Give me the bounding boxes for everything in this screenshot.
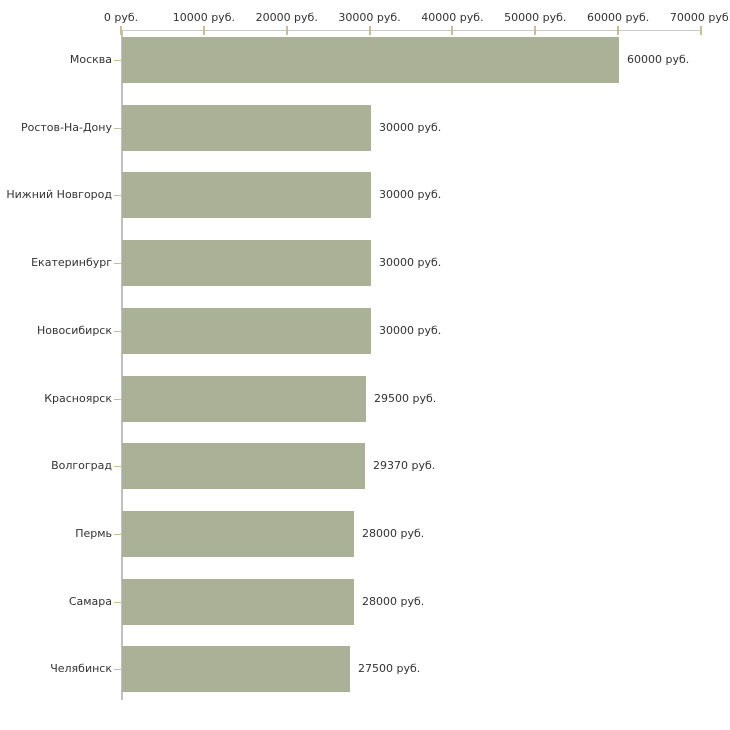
category-label: Екатеринбург (31, 256, 112, 270)
value-label: 30000 руб. (379, 256, 442, 270)
value-label: 30000 руб. (379, 188, 442, 202)
bar (122, 104, 371, 151)
bar (122, 240, 371, 287)
value-label: 30000 руб. (379, 120, 442, 134)
value-label: 28000 руб. (362, 526, 425, 540)
x-axis-tick-label: 10000 руб. (172, 11, 235, 24)
category-label: Пермь (75, 526, 112, 540)
x-axis-tick-label: 60000 руб. (587, 11, 650, 24)
category-label: Самара (68, 594, 112, 608)
x-axis-tick-label: 40000 руб. (421, 11, 484, 24)
x-axis-tick-mark (368, 26, 371, 35)
category-tick-mark (114, 195, 121, 197)
x-axis-tick-mark (202, 26, 205, 35)
value-label: 27500 руб. (358, 662, 421, 676)
bar (122, 375, 366, 422)
bar (122, 646, 350, 693)
value-label: 60000 руб. (627, 53, 690, 66)
category-tick-mark (114, 263, 121, 265)
category-label: Челябинск (50, 662, 112, 676)
x-axis-tick-mark (451, 26, 454, 35)
value-label: 29370 руб. (373, 459, 436, 473)
x-axis-tick-label: 70000 руб. (669, 11, 730, 24)
x-axis-line (121, 30, 702, 31)
x-axis-tick-label: 30000 руб. (338, 11, 401, 24)
category-label: Нижний Новгород (6, 188, 112, 202)
x-axis-tick-mark (700, 26, 702, 35)
x-axis-tick-label: 50000 руб. (504, 11, 567, 24)
category-tick-mark (114, 127, 121, 129)
category-tick-mark (114, 60, 121, 61)
category-label: Волгоград (51, 459, 112, 473)
bar (122, 307, 371, 354)
category-label: Новосибирск (36, 323, 112, 337)
category-tick-mark (114, 398, 121, 400)
x-axis-tick-label: 20000 руб. (255, 11, 318, 24)
category-tick-mark (114, 601, 121, 603)
category-tick-mark (114, 330, 121, 332)
x-axis-tick-label: 0 руб. (103, 11, 139, 24)
value-label: 29500 руб. (374, 391, 437, 405)
x-axis-tick-mark (534, 26, 537, 35)
category-label: Москва (69, 53, 112, 66)
x-axis-tick-mark (285, 26, 288, 35)
bar (122, 172, 371, 219)
bar (122, 510, 354, 557)
value-label: 30000 руб. (379, 323, 442, 337)
value-label: 28000 руб. (362, 594, 425, 608)
bar (122, 578, 354, 625)
category-label: Красноярск (44, 391, 112, 405)
bar (122, 443, 365, 490)
category-tick-mark (114, 533, 121, 535)
y-axis-line (121, 30, 123, 700)
category-label: Ростов-На-Дону (20, 120, 112, 134)
x-axis-tick-mark (617, 26, 620, 35)
x-axis-tick-mark (120, 26, 122, 35)
category-tick-mark (114, 466, 121, 468)
bar (122, 37, 619, 83)
category-tick-mark (114, 669, 121, 671)
